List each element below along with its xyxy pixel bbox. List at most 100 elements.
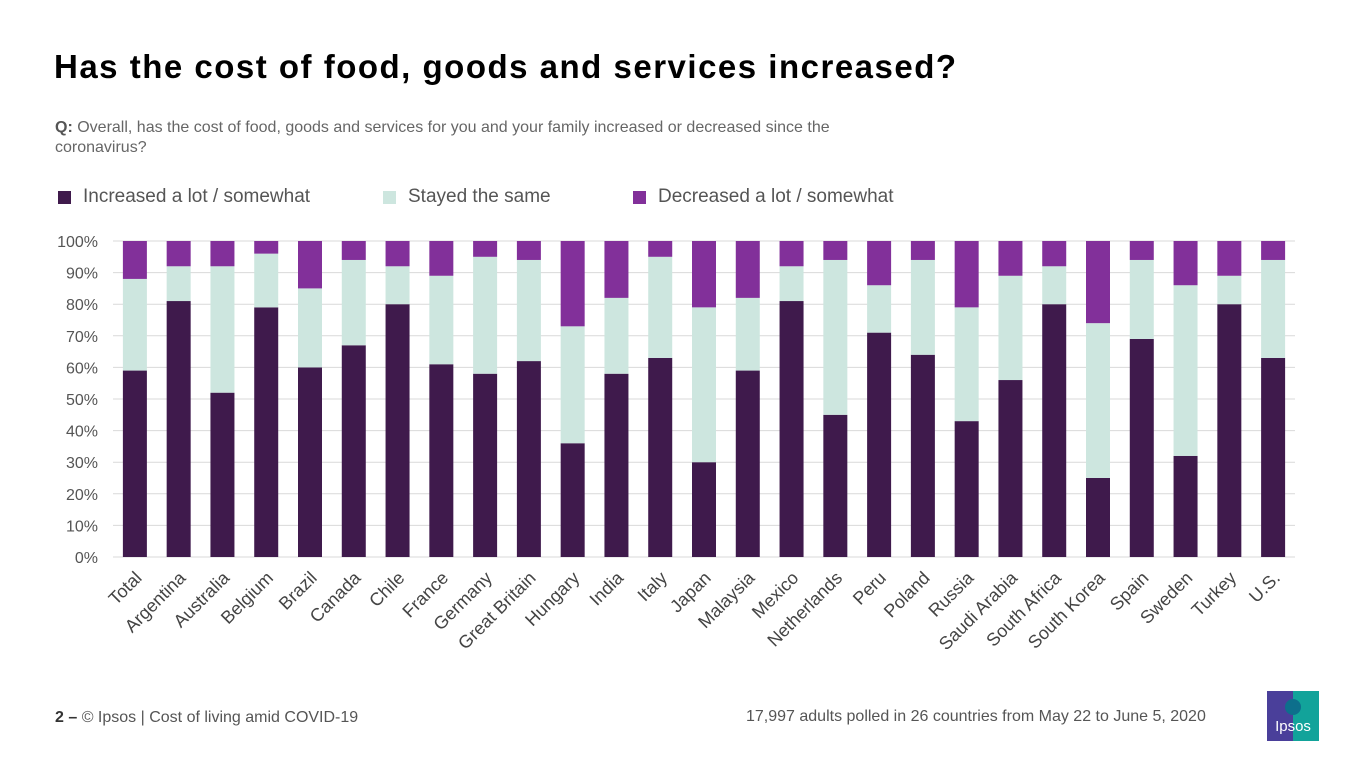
bar-segment-same — [954, 307, 979, 422]
bar-segment-same — [910, 259, 935, 355]
bar-segment-decreased — [1086, 241, 1110, 324]
legend-swatch — [58, 190, 71, 204]
legend-swatch — [383, 190, 396, 204]
bar-segment-decreased — [516, 241, 541, 260]
y-tick-label: 0% — [75, 550, 98, 567]
footer-text: © Ipsos | Cost of living amid COVID-19 — [77, 709, 359, 726]
survey-question: Q: Overall, has the cost of food, goods … — [55, 118, 915, 158]
x-tick-label: U.S. — [1245, 568, 1284, 607]
legend-label: Decreased a lot / somewhat — [658, 186, 894, 207]
bar-segment-same — [1086, 323, 1110, 478]
bar-segment-same — [166, 266, 191, 302]
bar-segment-decreased — [254, 241, 279, 254]
bar-segment-increased — [385, 304, 410, 557]
bar-segment-increased — [648, 357, 673, 557]
page-number: 2 – — [55, 709, 78, 726]
bar-segment-decreased — [210, 241, 235, 267]
bar-segment-same — [604, 297, 629, 374]
bar-segment-increased — [1129, 338, 1154, 557]
bar-segment-increased — [867, 332, 892, 557]
bar-segment-increased — [473, 373, 498, 557]
bar-segment-same — [692, 307, 716, 463]
bar-segment-increased — [166, 301, 191, 557]
bar-segment-decreased — [604, 241, 629, 298]
bar-segment-increased — [779, 301, 804, 557]
bar-segment-same — [1173, 285, 1198, 456]
bar-segment-increased — [1217, 304, 1242, 557]
bar-segment-same — [473, 256, 498, 374]
x-tick-label: Italy — [634, 568, 671, 605]
bar-segment-decreased — [429, 241, 454, 276]
bar-segment-decreased — [341, 241, 366, 260]
bar-segment-increased — [954, 421, 979, 557]
bar-segment-decreased — [648, 241, 673, 257]
y-tick-label: 30% — [66, 455, 98, 472]
bar-segment-increased — [298, 367, 322, 557]
legend-label: Increased a lot / somewhat — [83, 186, 311, 207]
ipsos-logo: Ipsos — [1267, 691, 1319, 741]
legend-item-decreased: Decreased a lot / somewhat — [633, 186, 894, 208]
legend-label: Stayed the same — [408, 186, 551, 207]
bar-segment-decreased — [823, 241, 848, 260]
bar-segment-increased — [692, 462, 716, 557]
bar-segment-increased — [122, 370, 147, 557]
footer-source: 2 – © Ipsos | Cost of living amid COVID-… — [55, 709, 358, 727]
question-prefix: Q: — [55, 119, 73, 136]
bar-segment-increased — [341, 345, 366, 557]
legend-swatch — [633, 190, 646, 204]
bar-segment-increased — [1086, 478, 1110, 557]
y-tick-label: 10% — [66, 518, 98, 535]
bar-segment-same — [1129, 259, 1154, 339]
y-tick-label: 80% — [66, 297, 98, 314]
bar-segment-increased — [1261, 357, 1286, 557]
bar-segment-decreased — [1217, 241, 1242, 276]
legend-item-same: Stayed the same — [383, 186, 551, 208]
bar-segment-same — [560, 326, 585, 444]
bar-segment-same — [867, 285, 892, 333]
bar-segment-same — [254, 253, 279, 308]
bar-segment-decreased — [1261, 241, 1286, 260]
footer-sample-note: 17,997 adults polled in 26 countries fro… — [746, 708, 1206, 725]
bar-segment-increased — [1042, 304, 1067, 557]
bar-segment-same — [1217, 275, 1242, 305]
bar-segment-decreased — [1173, 241, 1198, 286]
bar-segment-decreased — [560, 241, 585, 327]
y-tick-label: 60% — [66, 360, 98, 377]
bar-segment-same — [122, 278, 147, 371]
bar-segment-decreased — [385, 241, 410, 267]
bar-segment-decreased — [298, 241, 322, 289]
bar-segment-decreased — [998, 241, 1023, 276]
bar-segment-same — [823, 259, 848, 415]
bar-segment-same — [735, 297, 760, 371]
bar-segment-increased — [516, 361, 541, 557]
bar-segment-increased — [998, 380, 1023, 557]
bar-segment-decreased — [910, 241, 935, 260]
bar-segment-increased — [910, 354, 935, 557]
bar-segment-same — [210, 266, 235, 393]
bar-segment-increased — [429, 364, 454, 557]
legend-item-increased: Increased a lot / somewhat — [58, 186, 310, 208]
bar-segment-same — [341, 259, 366, 346]
bar-segment-increased — [735, 370, 760, 557]
bar-segment-increased — [823, 414, 848, 557]
bar-segment-increased — [604, 373, 629, 557]
x-tick-label: Poland — [880, 568, 934, 622]
x-tick-label: Turkey — [1188, 568, 1241, 621]
bar-segment-decreased — [1042, 241, 1067, 267]
bar-segment-same — [385, 266, 410, 305]
stacked-bar-chart: 0%10%20%30%40%50%60%70%80%90%100%TotalAr… — [57, 234, 1295, 654]
bar-segment-decreased — [735, 241, 760, 298]
bar-segment-decreased — [867, 241, 892, 286]
page-title: Has the cost of food, goods and services… — [54, 48, 958, 85]
bar-segment-same — [429, 275, 454, 365]
bar-segment-decreased — [1129, 241, 1154, 260]
bar-segment-same — [1042, 266, 1067, 305]
bar-segment-same — [648, 256, 673, 358]
y-tick-label: 20% — [66, 487, 98, 504]
y-tick-label: 70% — [66, 329, 98, 346]
bar-segment-decreased — [954, 241, 979, 308]
bar-segment-same — [779, 266, 804, 302]
question-text: Overall, has the cost of food, goods and… — [55, 119, 830, 156]
y-tick-label: 50% — [66, 392, 98, 409]
bar-segment-same — [516, 259, 541, 362]
